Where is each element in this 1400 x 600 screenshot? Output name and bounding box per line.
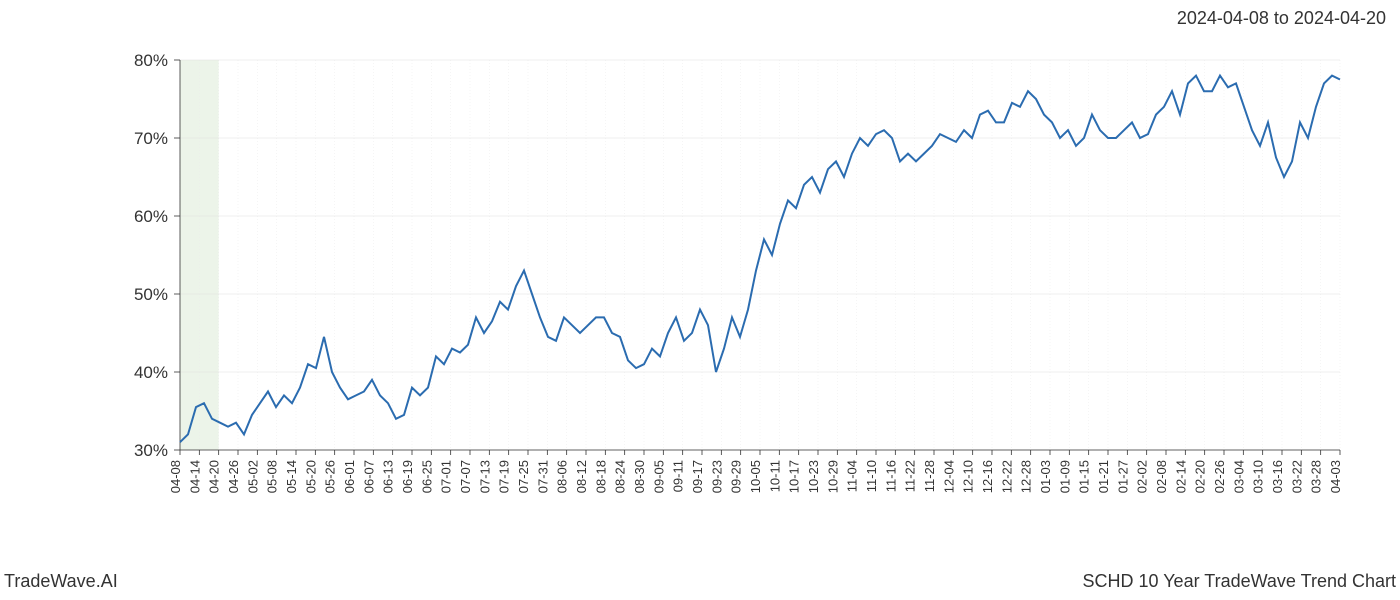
- x-tick-label: 06-01: [342, 460, 357, 493]
- x-tick-label: 04-14: [187, 460, 202, 493]
- x-tick-label: 05-08: [265, 460, 280, 493]
- x-tick-label: 05-26: [323, 460, 338, 493]
- x-tick-label: 03-10: [1251, 460, 1266, 493]
- x-tick-label: 11-16: [883, 460, 898, 492]
- x-tick-label: 05-02: [245, 460, 260, 493]
- x-tick-label: 05-14: [284, 460, 299, 493]
- x-tick-label: 08-12: [574, 460, 589, 493]
- x-tick-label: 02-08: [1154, 460, 1169, 493]
- x-tick-label: 04-26: [226, 460, 241, 493]
- x-tick-label: 10-29: [825, 460, 840, 493]
- trend-chart: 30% 40% 50% 60% 70% 80% 04-08 04-14 04-20 04-26 05…: [0, 50, 1400, 530]
- y-tick-label: 40%: [134, 363, 168, 382]
- x-tick-label: 10-11: [767, 460, 782, 492]
- x-tick-label: 12-10: [961, 460, 976, 493]
- x-tick-label: 10-05: [748, 460, 763, 493]
- x-tick-label: 03-28: [1309, 460, 1324, 493]
- x-tick-label: 06-07: [361, 460, 376, 493]
- x-tick-label: 01-09: [1057, 460, 1072, 493]
- x-tick-label: 02-26: [1212, 460, 1227, 493]
- x-tick-label: 09-17: [690, 460, 705, 493]
- x-tick-label: 08-24: [613, 460, 628, 493]
- x-tick-label: 11-10: [864, 460, 879, 492]
- x-tick-label: 11-04: [845, 460, 860, 492]
- date-range-label: 2024-04-08 to 2024-04-20: [1177, 8, 1386, 29]
- x-tick-label: 09-29: [729, 460, 744, 493]
- x-tick-label: 08-06: [555, 460, 570, 493]
- x-tick-label: 09-11: [671, 460, 686, 492]
- x-tick-label: 09-05: [651, 460, 666, 493]
- x-tick-label: 01-21: [1096, 460, 1111, 493]
- x-tick-label: 10-17: [787, 460, 802, 493]
- x-tick-label: 04-20: [207, 460, 222, 493]
- x-tick-label: 02-14: [1173, 460, 1188, 493]
- x-tick-label: 01-03: [1038, 460, 1053, 493]
- x-tick-label: 07-13: [477, 460, 492, 493]
- y-tick-label: 60%: [134, 207, 168, 226]
- x-tick-label: 07-01: [439, 460, 454, 493]
- x-tick-label: 07-31: [535, 460, 550, 493]
- x-tick-label: 12-22: [999, 460, 1014, 493]
- x-tick-label: 06-25: [419, 460, 434, 493]
- x-tick-label: 12-28: [1019, 460, 1034, 493]
- x-tick-label: 02-02: [1135, 460, 1150, 493]
- x-tick-label: 06-19: [400, 460, 415, 493]
- x-tick-label: 11-28: [922, 460, 937, 492]
- x-tick-label: 07-07: [458, 460, 473, 493]
- y-tick-label: 50%: [134, 285, 168, 304]
- x-tick-label: 01-15: [1077, 460, 1092, 493]
- chart-title: SCHD 10 Year TradeWave Trend Chart: [1083, 571, 1397, 592]
- x-tick-label: 03-04: [1231, 460, 1246, 493]
- x-tick-label: 06-13: [381, 460, 396, 493]
- brand-label: TradeWave.AI: [4, 571, 118, 592]
- x-tick-label: 11-22: [903, 460, 918, 492]
- x-tick-label: 12-16: [980, 460, 995, 493]
- y-tick-label: 30%: [134, 441, 168, 460]
- x-tick-label: 08-18: [593, 460, 608, 493]
- x-tick-label: 07-25: [516, 460, 531, 493]
- x-tick-label: 04-08: [168, 460, 183, 493]
- x-tick-label: 10-23: [806, 460, 821, 493]
- x-tick-label: 03-22: [1289, 460, 1304, 493]
- x-tick-label: 03-16: [1270, 460, 1285, 493]
- y-tick-label: 80%: [134, 51, 168, 70]
- x-tick-label: 01-27: [1115, 460, 1130, 493]
- x-tick-label: 12-04: [941, 460, 956, 493]
- x-tick-label: 07-19: [497, 460, 512, 493]
- x-tick-label: 05-20: [303, 460, 318, 493]
- x-tick-label: 02-20: [1193, 460, 1208, 493]
- x-tick-label: 09-23: [709, 460, 724, 493]
- x-tick-label: 08-30: [632, 460, 647, 493]
- y-tick-label: 70%: [134, 129, 168, 148]
- x-tick-label: 04-03: [1328, 460, 1343, 493]
